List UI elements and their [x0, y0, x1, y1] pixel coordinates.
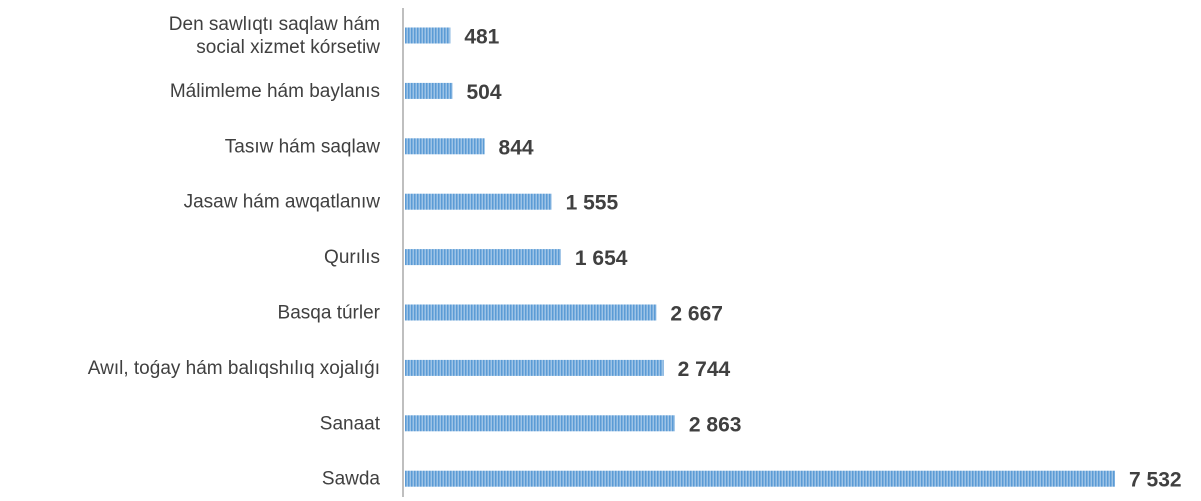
bar — [405, 470, 1115, 487]
category-label-line: Málimleme hám baylanıs — [170, 81, 380, 102]
labels-layer: 481 Den sawlıqtı saqlaw hám social xizmet … — [88, 14, 1182, 492]
bar — [405, 359, 664, 376]
bar — [405, 193, 552, 210]
bars-layer — [405, 27, 1115, 487]
bar — [405, 82, 453, 99]
category-label-line: Qurılıs — [324, 247, 380, 268]
data-label: 2 863 — [689, 413, 742, 436]
category-label: Jasaw hám awqatlanıw — [184, 192, 381, 213]
category-label-line: Tasıw hám saqlaw — [225, 136, 381, 157]
category-label-line: Jasaw hám awqatlanıw — [184, 192, 381, 213]
category-label-line: Awıl, toǵay hám balıqshılıq xojalıǵı — [88, 358, 380, 379]
data-label: 504 — [467, 81, 502, 104]
category-label: Qurılıs — [324, 247, 380, 268]
data-label: 2 744 — [678, 358, 731, 381]
category-label-line: Den sawlıqtı saqlaw hám — [169, 14, 380, 35]
data-label: 1 654 — [575, 247, 628, 270]
category-label: Sawda — [322, 469, 381, 490]
category-label: Sanaat — [320, 413, 381, 434]
category-label: Málimleme hám baylanıs — [170, 81, 380, 102]
category-label: Tasıw hám saqlaw — [225, 136, 381, 157]
bar — [405, 415, 675, 432]
category-label-line: social xizmet kórsetiw — [196, 37, 380, 58]
bar — [405, 304, 657, 321]
bar — [405, 27, 451, 44]
data-label: 1 555 — [566, 192, 619, 215]
data-label: 481 — [464, 26, 499, 49]
data-label: 2 667 — [670, 303, 723, 326]
category-label: Awıl, toǵay hám balıqshılıq xojalıǵı — [88, 358, 380, 379]
bar — [405, 249, 561, 266]
category-label: Den sawlıqtı saqlaw hám social xizmet kór… — [169, 14, 380, 58]
bar — [405, 138, 485, 155]
category-label: Basqa túrler — [278, 303, 381, 324]
data-label: 7 532 — [1129, 469, 1182, 492]
data-label: 844 — [499, 136, 534, 159]
category-label-line: Basqa túrler — [278, 303, 381, 324]
category-label-line: Sanaat — [320, 413, 381, 434]
category-label-line: Sawda — [322, 469, 381, 490]
